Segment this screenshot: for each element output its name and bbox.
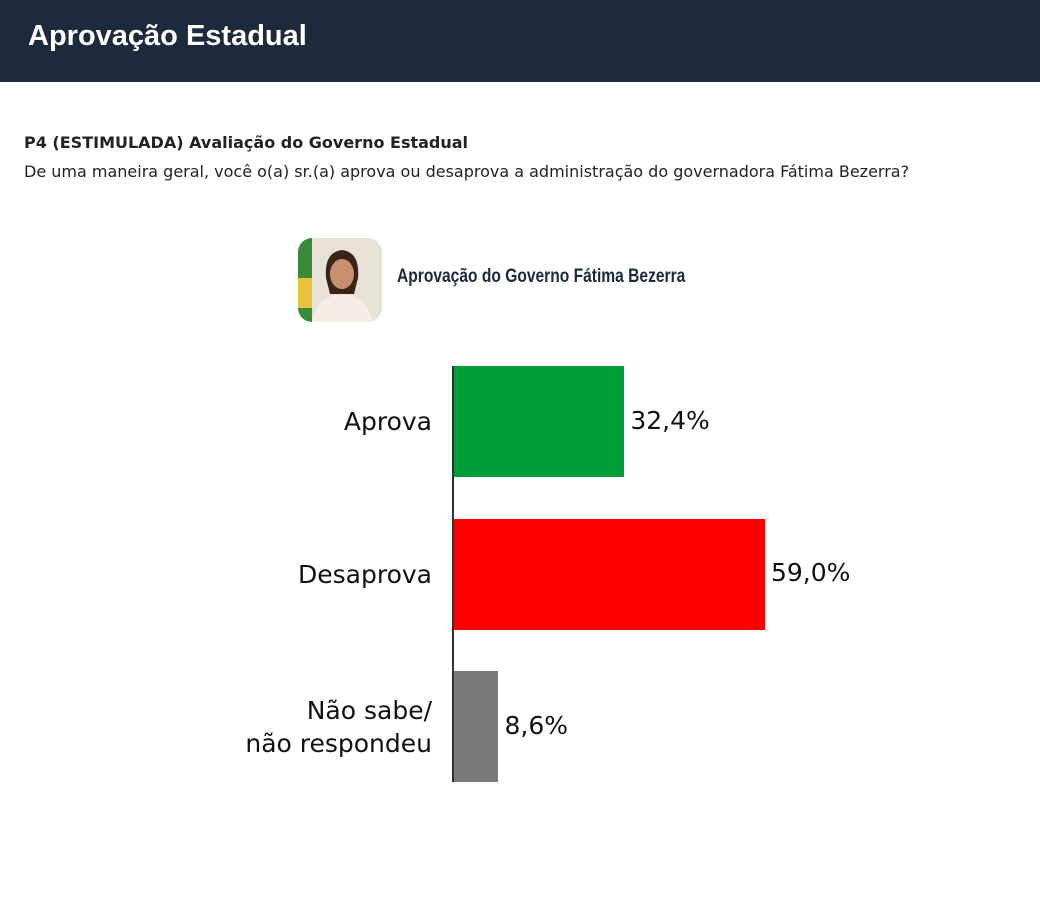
question-code: P4 (ESTIMULADA) Avaliação do Governo Est… xyxy=(24,133,469,152)
category-label: Desaprova xyxy=(298,559,432,589)
category-label: Não sabe/ não respondeu xyxy=(245,695,432,758)
value-label: 59,0% xyxy=(771,558,851,587)
value-label: 8,6% xyxy=(504,710,568,740)
chart-title: Aprovação do Governo Fátima Bezerra xyxy=(397,266,686,287)
question-text: De uma maneira geral, você o(a) sr.(a) a… xyxy=(24,162,910,181)
value-label: 32,4% xyxy=(630,405,710,435)
axis-line xyxy=(452,366,454,782)
category-label: Aprova xyxy=(343,407,432,436)
header-title: Aprovação Estadual xyxy=(28,20,307,52)
bar xyxy=(453,366,625,477)
bar xyxy=(453,518,765,630)
photo xyxy=(298,238,382,322)
bar xyxy=(453,671,499,782)
header-bar xyxy=(0,0,1040,82)
